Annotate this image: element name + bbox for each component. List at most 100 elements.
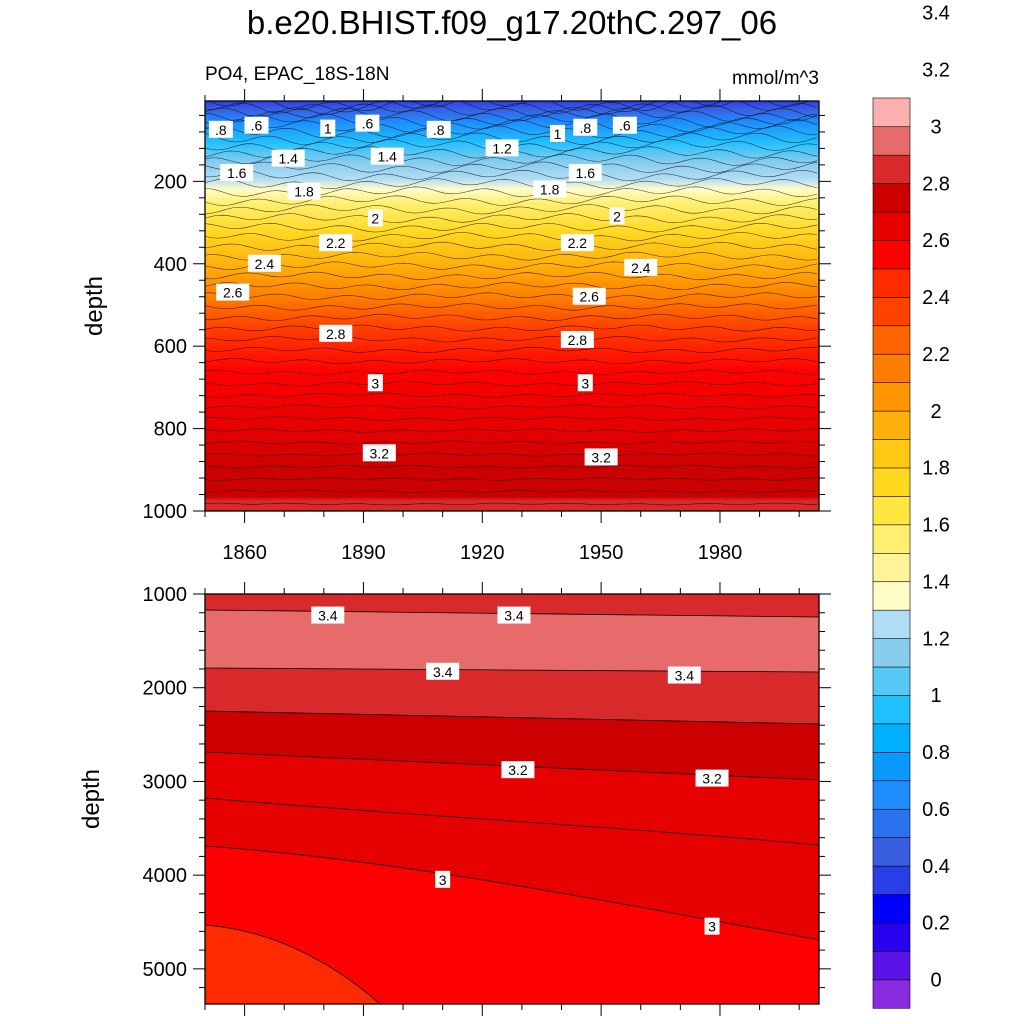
contour-line (205, 222, 818, 233)
svg-text:3.2: 3.2 (508, 762, 528, 778)
colorbar-label: 1 (930, 685, 941, 707)
contour-label: 1.4 (271, 149, 305, 167)
svg-text:2.8: 2.8 (326, 326, 346, 342)
colorbar-swatch (872, 325, 911, 355)
lower-panel-frame (204, 593, 820, 1005)
contour-label: 2.2 (319, 234, 353, 252)
svg-text:1.4: 1.4 (278, 151, 298, 167)
svg-text:2.2: 2.2 (568, 235, 588, 251)
contour-label: 3.4 (311, 606, 345, 624)
upper-panel: .8.6 1.6.8 1.8.61.4 1.41.21.6 1.61.8 1.82 22.2… (143, 89, 831, 564)
contour-label: 2.4 (624, 258, 658, 276)
contour-line (205, 440, 818, 445)
contour-label: .8 (573, 118, 598, 136)
contour-line (205, 404, 818, 410)
contour-label: 2.6 (216, 283, 250, 301)
contour-label: 3 (435, 870, 451, 888)
contour-label: 3.4 (426, 662, 460, 680)
svg-text:.6: .6 (619, 118, 631, 134)
colorbar-swatch (872, 950, 911, 981)
contour-line (205, 392, 818, 398)
colorbar-swatch (872, 751, 911, 782)
contour-label: 3.2 (695, 769, 729, 787)
y-tick-label: 800 (154, 419, 187, 441)
colorbar-swatch (872, 609, 911, 639)
contour-line (205, 490, 818, 493)
colorbar-swatch (872, 154, 911, 184)
svg-text:1.4: 1.4 (377, 149, 397, 165)
contour-label: .6 (355, 114, 380, 132)
contour-label: 2.2 (560, 234, 594, 252)
svg-text:2.2: 2.2 (326, 235, 346, 251)
colorbar-swatch (872, 353, 911, 383)
x-tick-label: 1890 (341, 542, 386, 564)
svg-text:2.6: 2.6 (580, 289, 600, 305)
colorbar-label: 1.6 (922, 515, 950, 537)
contour-label: .8 (208, 120, 233, 138)
colorbar-swatch (872, 893, 911, 924)
contour-line (205, 154, 818, 166)
colorbar-swatch (872, 865, 911, 895)
contour-line (205, 416, 818, 421)
y-tick-label: 3000 (143, 771, 188, 793)
y-tick-label: 2000 (143, 678, 188, 700)
contour-label: 3.2 (362, 444, 396, 462)
contour-label: 1.8 (533, 180, 567, 198)
contour-label: 3 (577, 374, 593, 392)
svg-text:2.4: 2.4 (255, 256, 275, 272)
svg-text:3: 3 (371, 375, 379, 391)
svg-text:.8: .8 (215, 122, 227, 138)
colorbar-swatch (872, 837, 911, 867)
colorbar-swatch (872, 239, 911, 270)
contour-line (205, 358, 818, 365)
contour-line (205, 251, 818, 261)
colorbar-swatch (872, 552, 911, 583)
upper-y-axis-label: depth (81, 276, 108, 336)
contour-line (205, 452, 818, 457)
contour-line (207, 101, 811, 111)
contour-label: 1.2 (485, 139, 519, 157)
colorbar-swatch (872, 808, 911, 838)
contour-line (205, 213, 818, 224)
colorbar-swatch (872, 296, 911, 327)
svg-text:3.4: 3.4 (433, 664, 453, 680)
colorbar-label: 1.4 (922, 571, 950, 593)
lower-contour-lines (205, 609, 819, 1004)
contour-label: 3.4 (497, 606, 531, 624)
colorbar-swatch (872, 581, 911, 611)
subtitle-variable-region: PO4, EPAC_18S-18N (205, 64, 390, 85)
y-tick-label: 1000 (143, 501, 188, 523)
colorbar-swatch (872, 268, 911, 298)
colorbar-swatch (872, 126, 911, 156)
colorbar-label: 3.2 (922, 60, 950, 82)
colorbar-swatch (872, 666, 911, 696)
contour-line (205, 271, 818, 280)
colorbar-swatch (872, 922, 911, 952)
svg-text:.6: .6 (362, 116, 374, 132)
contour-label: 1 (320, 119, 336, 137)
band-3.0 (205, 846, 819, 1004)
svg-text:1.8: 1.8 (540, 182, 560, 198)
colorbar-label: 1.8 (922, 458, 950, 480)
contour-line (205, 465, 818, 469)
contour-label: 2.4 (247, 254, 281, 272)
svg-text:3: 3 (439, 872, 447, 888)
x-tick-label: 1920 (460, 542, 505, 564)
colorbar-swatch (872, 780, 911, 810)
contour-label: 1.4 (370, 147, 404, 165)
colorbar-swatch (872, 495, 911, 526)
contour-label: .8 (426, 120, 451, 138)
svg-text:.8: .8 (433, 122, 445, 138)
contour-label: 3.2 (501, 761, 535, 779)
svg-text:3.2: 3.2 (591, 449, 611, 465)
contour-line (205, 161, 818, 173)
colorbar-swatch (872, 979, 911, 1009)
svg-text:1.6: 1.6 (227, 165, 247, 181)
y-tick-label: 400 (154, 254, 187, 276)
contour-line (205, 369, 818, 376)
contour-label: 3.2 (584, 448, 618, 466)
contour-label: 2.8 (319, 324, 353, 342)
colorbar-label: 2.4 (922, 287, 950, 309)
subtitle-units: mmol/m^3 (731, 68, 819, 89)
